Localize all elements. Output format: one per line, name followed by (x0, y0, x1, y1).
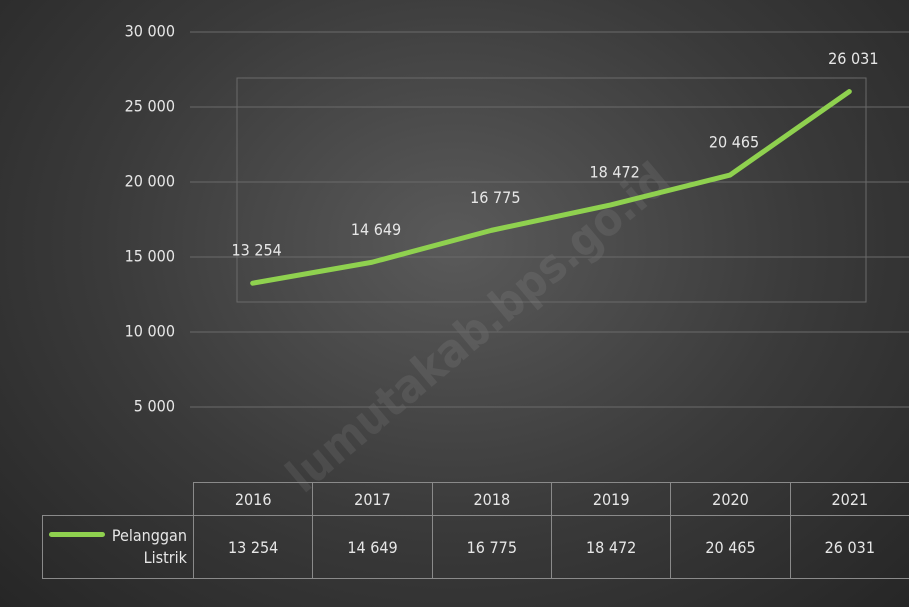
data-label: 18 472 (589, 162, 639, 181)
y-tick-label: 25 000 (125, 97, 175, 116)
legend-cell: Pelanggan Listrik (42, 515, 194, 579)
data-label: 26 031 (828, 49, 878, 68)
data-label: 16 775 (470, 188, 520, 207)
table-header: 2016 (193, 482, 314, 516)
table-header: 2021 (789, 482, 909, 516)
table-header: 2019 (551, 482, 672, 516)
y-tick-label: 30 000 (125, 22, 175, 41)
table-header: 2018 (431, 482, 552, 516)
series-line (250, 89, 852, 286)
legend-label: Pelanggan Listrik (111, 526, 187, 567)
table-value: 14 649 (312, 515, 433, 579)
data-label: 20 465 (709, 133, 759, 152)
table-value: 20 465 (670, 515, 791, 579)
legend-swatch (49, 532, 105, 537)
plot-frame (236, 77, 867, 303)
table-value: 13 254 (193, 515, 314, 579)
table-header: 2017 (312, 482, 433, 516)
y-tick-label: 15 000 (125, 247, 175, 266)
y-tick-label: 20 000 (125, 172, 175, 191)
data-label: 14 649 (351, 220, 401, 239)
y-tick-label: 5 000 (134, 397, 175, 416)
data-label: 13 254 (231, 241, 281, 260)
table-value: 26 031 (789, 515, 909, 579)
y-tick-label: 10 000 (125, 322, 175, 341)
table-value: 16 775 (431, 515, 552, 579)
table-header: 2020 (670, 482, 791, 516)
table-value: 18 472 (551, 515, 672, 579)
